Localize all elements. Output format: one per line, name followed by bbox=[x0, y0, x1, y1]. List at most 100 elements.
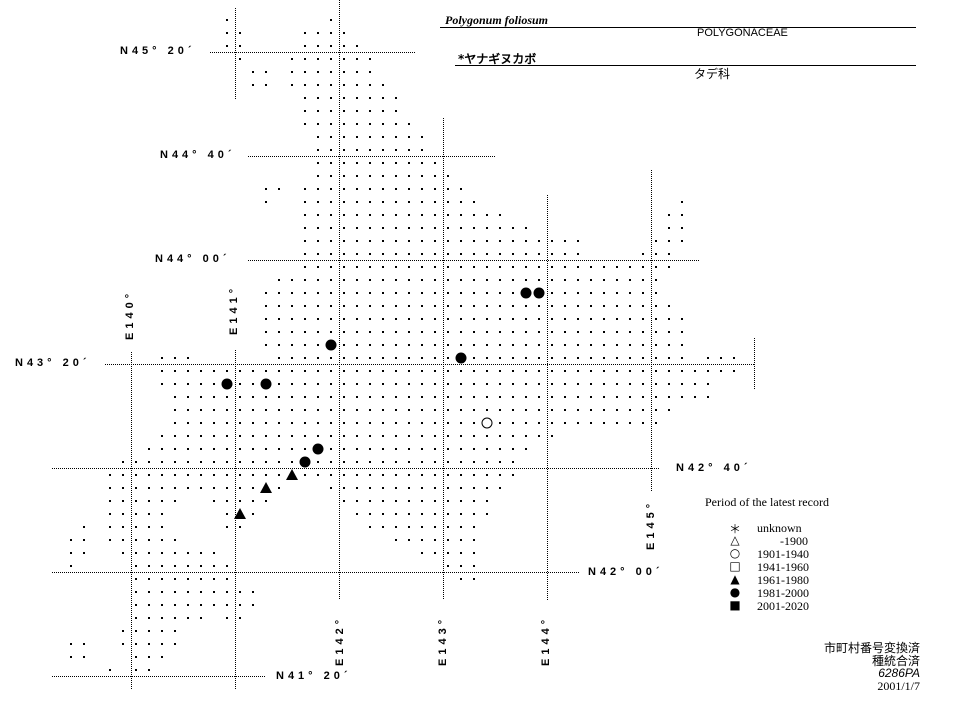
mesh-dot bbox=[109, 539, 111, 541]
mesh-dot bbox=[161, 565, 163, 567]
mesh-dot bbox=[499, 383, 501, 385]
mesh-dot bbox=[382, 318, 384, 320]
mesh-dot bbox=[408, 370, 410, 372]
mesh-dot bbox=[460, 318, 462, 320]
mesh-dot bbox=[616, 331, 618, 333]
mesh-dot bbox=[421, 448, 423, 450]
mesh-dot bbox=[174, 591, 176, 593]
open-triangle-icon: △ bbox=[730, 533, 740, 547]
mesh-dot bbox=[512, 357, 514, 359]
mesh-dot bbox=[655, 422, 657, 424]
mesh-dot bbox=[499, 240, 501, 242]
mesh-dot bbox=[343, 370, 345, 372]
mesh-dot bbox=[356, 318, 358, 320]
mesh-dot bbox=[694, 396, 696, 398]
mesh-dot bbox=[473, 422, 475, 424]
mesh-dot bbox=[499, 279, 501, 281]
mesh-dot bbox=[317, 357, 319, 359]
mesh-dot bbox=[434, 344, 436, 346]
mesh-dot bbox=[265, 370, 267, 372]
mesh-dot bbox=[213, 591, 215, 593]
mesh-dot bbox=[187, 591, 189, 593]
mesh-dot bbox=[382, 162, 384, 164]
mesh-dot bbox=[382, 110, 384, 112]
mesh-dot bbox=[278, 370, 280, 372]
mesh-dot bbox=[278, 331, 280, 333]
lon-label-144: E144° bbox=[540, 615, 552, 666]
mesh-dot bbox=[538, 370, 540, 372]
mesh-dot bbox=[720, 357, 722, 359]
mesh-dot bbox=[460, 214, 462, 216]
mesh-dot bbox=[174, 435, 176, 437]
mesh-dot bbox=[330, 97, 332, 99]
mesh-dot bbox=[486, 513, 488, 515]
mesh-dot bbox=[317, 123, 319, 125]
mesh-dot bbox=[291, 435, 293, 437]
mesh-dot bbox=[265, 84, 267, 86]
mesh-dot bbox=[278, 305, 280, 307]
mesh-dot bbox=[343, 500, 345, 502]
mesh-dot bbox=[83, 643, 85, 645]
mesh-dot bbox=[642, 383, 644, 385]
mesh-dot bbox=[460, 487, 462, 489]
mesh-dot bbox=[629, 292, 631, 294]
mesh-dot bbox=[512, 279, 514, 281]
mesh-dot bbox=[369, 513, 371, 515]
mesh-dot bbox=[70, 643, 72, 645]
mesh-dot bbox=[148, 474, 150, 476]
mesh-dot bbox=[473, 552, 475, 554]
mesh-dot bbox=[642, 422, 644, 424]
mesh-dot bbox=[174, 422, 176, 424]
mesh-dot bbox=[239, 58, 241, 60]
mesh-dot bbox=[252, 422, 254, 424]
mesh-dot bbox=[187, 461, 189, 463]
mesh-dot bbox=[421, 461, 423, 463]
mesh-dot bbox=[161, 643, 163, 645]
mesh-dot bbox=[174, 370, 176, 372]
mesh-dot bbox=[356, 279, 358, 281]
mesh-dot bbox=[421, 201, 423, 203]
mesh-dot bbox=[343, 279, 345, 281]
mesh-dot bbox=[356, 357, 358, 359]
mesh-dot bbox=[135, 604, 137, 606]
mesh-dot bbox=[434, 240, 436, 242]
mesh-dot bbox=[213, 487, 215, 489]
mesh-dot bbox=[239, 474, 241, 476]
lon-label-141: E141° bbox=[228, 284, 240, 335]
mesh-dot bbox=[278, 279, 280, 281]
mesh-dot bbox=[382, 474, 384, 476]
mesh-dot bbox=[525, 422, 527, 424]
mesh-dot bbox=[278, 357, 280, 359]
lat-label-41-20: N41° 20´ bbox=[276, 670, 352, 682]
mesh-dot bbox=[434, 461, 436, 463]
mesh-dot bbox=[395, 461, 397, 463]
mesh-dot bbox=[187, 448, 189, 450]
mesh-dot bbox=[343, 383, 345, 385]
mesh-dot bbox=[369, 370, 371, 372]
mesh-dot bbox=[642, 396, 644, 398]
mesh-dot bbox=[408, 526, 410, 528]
mesh-dot bbox=[408, 513, 410, 515]
mesh-dot bbox=[304, 448, 306, 450]
mesh-dot bbox=[317, 474, 319, 476]
mesh-dot bbox=[317, 422, 319, 424]
mesh-dot bbox=[525, 240, 527, 242]
mesh-dot bbox=[226, 513, 228, 515]
mesh-dot bbox=[304, 474, 306, 476]
mesh-dot bbox=[616, 305, 618, 307]
record-filled-circle bbox=[221, 378, 233, 390]
mesh-dot bbox=[265, 292, 267, 294]
mesh-dot bbox=[603, 318, 605, 320]
mesh-dot bbox=[148, 461, 150, 463]
mesh-dot bbox=[343, 318, 345, 320]
mesh-dot bbox=[642, 370, 644, 372]
mesh-dot bbox=[304, 266, 306, 268]
record-filled-circle bbox=[533, 287, 545, 299]
mesh-dot bbox=[629, 396, 631, 398]
mesh-dot bbox=[148, 539, 150, 541]
mesh-dot bbox=[226, 45, 228, 47]
mesh-dot bbox=[161, 630, 163, 632]
mesh-dot bbox=[161, 539, 163, 541]
mesh-dot bbox=[668, 331, 670, 333]
mesh-dot bbox=[395, 435, 397, 437]
